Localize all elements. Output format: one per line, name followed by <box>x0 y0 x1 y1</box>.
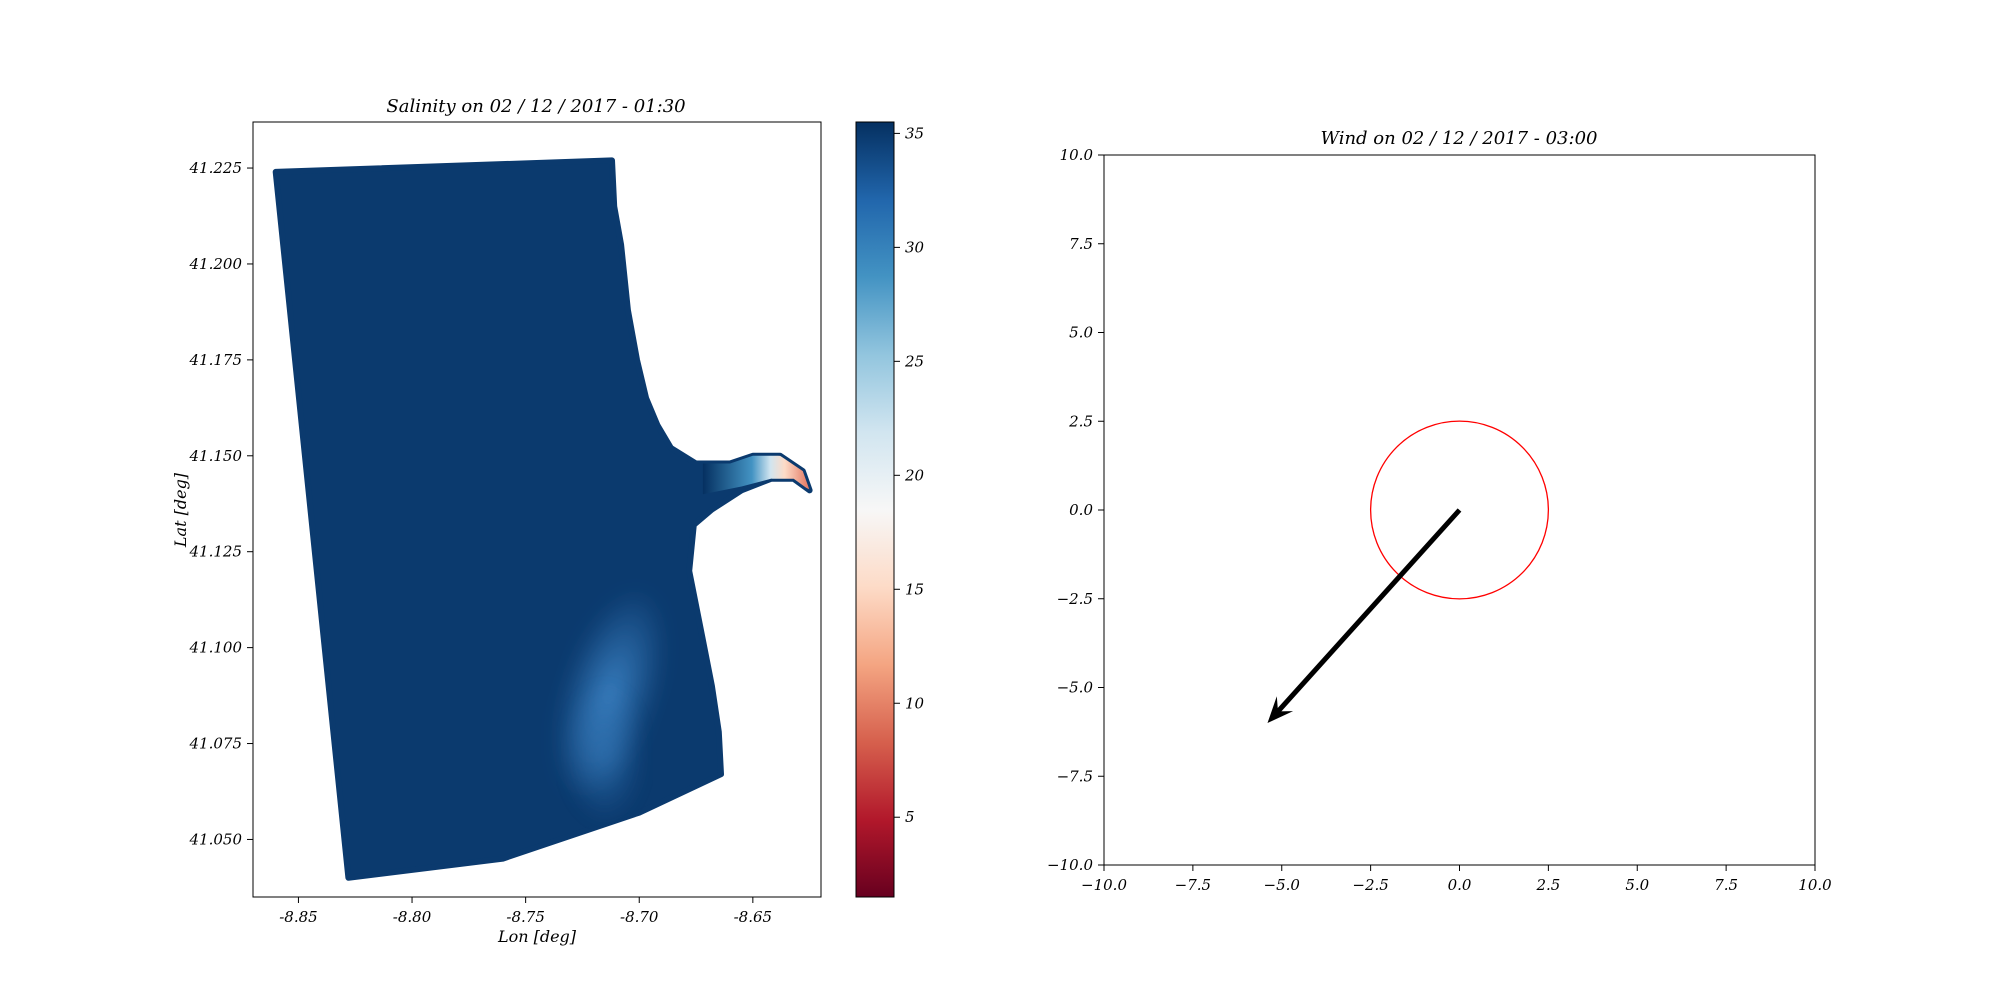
wind-x-tick-label: −2.5 <box>1352 876 1388 894</box>
wind-y-tick-label: −5.0 <box>1057 679 1094 697</box>
wind-x-tick-label: −10.0 <box>1081 876 1127 894</box>
salinity-y-tick-label: 41.125 <box>189 543 243 561</box>
colorbar-bar <box>855 121 895 898</box>
salinity-title: Salinity on 02 / 12 / 2017 - 01:30 <box>386 96 685 117</box>
salinity-chart: Salinity on 02 / 12 / 2017 - 01:30 -8.85… <box>171 96 822 946</box>
salinity-x-tick-label: -8.85 <box>279 908 317 926</box>
salinity-y-label: Lat [deg] <box>171 472 190 548</box>
wind-x-tick-label: 10.0 <box>1798 876 1832 894</box>
salinity-x-ticks: -8.85 -8.80 -8.75 -8.70 -8.65 <box>279 897 772 926</box>
wind-y-tick-label: −10.0 <box>1047 856 1093 874</box>
salinity-y-tick-label: 41.150 <box>189 447 243 465</box>
salinity-colorbar: 5 10 15 20 25 30 35 <box>855 121 925 898</box>
salinity-y-tick-label: 41.100 <box>189 639 243 657</box>
wind-y-tick-label: 0.0 <box>1069 501 1093 519</box>
wind-x-tick-label: 0.0 <box>1448 876 1472 894</box>
salinity-plume-tail <box>564 683 645 824</box>
wind-x-tick-label: 2.5 <box>1535 876 1560 894</box>
salinity-axes-frame <box>252 121 822 898</box>
wind-y-tick-label: 5.0 <box>1069 324 1093 342</box>
salinity-x-tick-label: -8.70 <box>620 908 659 926</box>
wind-arrow-head <box>1267 696 1294 723</box>
salinity-y-tick-label: 41.225 <box>189 159 243 177</box>
salinity-y-tick-label: 41.075 <box>189 735 243 753</box>
colorbar-tick-label: 30 <box>905 238 925 256</box>
wind-title: Wind on 02 / 12 / 2017 - 03:00 <box>1321 128 1598 149</box>
salinity-y-tick-label: 41.200 <box>189 255 243 273</box>
wind-y-tick-label: 7.5 <box>1069 235 1093 253</box>
salinity-x-tick-label: -8.65 <box>734 908 772 926</box>
wind-chart: Wind on 02 / 12 / 2017 - 03:00 −10.0 −7.5… <box>1047 128 1832 894</box>
wind-y-tick-label: −2.5 <box>1057 590 1093 608</box>
colorbar-tick-label: 15 <box>905 580 924 598</box>
colorbar-ticks: 5 10 15 20 25 30 35 <box>894 124 925 826</box>
wind-y-ticks: −10.0 −7.5 −5.0 −2.5 0.0 2.5 5.0 7.5 10.0 <box>1047 146 1104 874</box>
wind-x-tick-label: −7.5 <box>1175 876 1211 894</box>
salinity-domain <box>272 157 813 881</box>
salinity-plot-area <box>252 121 822 898</box>
salinity-features <box>552 452 810 824</box>
wind-y-tick-label: 10.0 <box>1060 146 1094 164</box>
wind-y-tick-label: 2.5 <box>1068 412 1093 430</box>
wind-x-ticks: −10.0 −7.5 −5.0 −2.5 0.0 2.5 5.0 7.5 10.0 <box>1081 865 1832 894</box>
wind-x-tick-label: −5.0 <box>1264 876 1301 894</box>
salinity-y-tick-label: 41.175 <box>189 351 243 369</box>
wind-x-tick-label: 5.0 <box>1625 876 1649 894</box>
colorbar-tick-label: 5 <box>905 808 915 826</box>
wind-x-tick-label: 7.5 <box>1714 876 1738 894</box>
wind-y-tick-label: −7.5 <box>1057 767 1093 785</box>
colorbar-tick-label: 25 <box>904 352 924 370</box>
colorbar-tick-label: 20 <box>904 466 925 484</box>
salinity-x-tick-label: -8.80 <box>393 908 432 926</box>
wind-arrow-shaft <box>1276 508 1462 714</box>
colorbar-tick-label: 10 <box>905 694 925 712</box>
salinity-x-tick-label: -8.75 <box>506 908 544 926</box>
salinity-y-ticks: 41.050 41.075 41.100 41.125 41.150 41.175 41.2… <box>189 159 253 848</box>
salinity-y-tick-label: 41.050 <box>189 830 243 848</box>
colorbar-tick-label: 35 <box>905 124 924 142</box>
salinity-x-label: Lon [deg] <box>497 927 577 946</box>
river-channel <box>702 452 810 495</box>
wind-reference-circle <box>1369 420 1550 600</box>
